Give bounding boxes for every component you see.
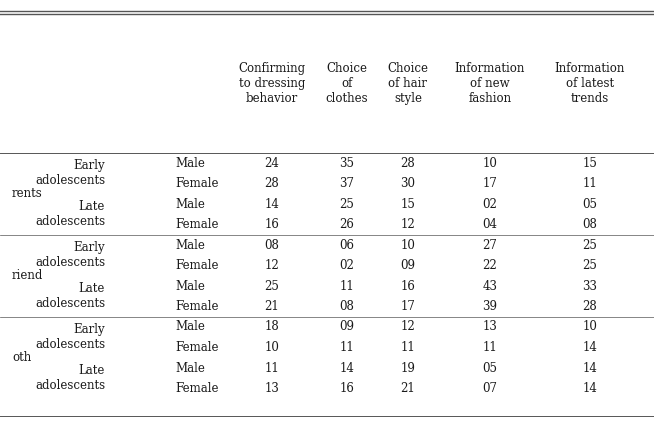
- Text: Information
of new
fashion: Information of new fashion: [455, 62, 525, 105]
- Text: 24: 24: [265, 157, 279, 169]
- Text: 11: 11: [401, 341, 415, 354]
- Text: 10: 10: [583, 321, 598, 333]
- Text: 02: 02: [339, 259, 354, 272]
- Text: 25: 25: [265, 279, 279, 292]
- Text: 17: 17: [400, 300, 415, 313]
- Text: Late
adolescents: Late adolescents: [35, 200, 105, 228]
- Text: 11: 11: [339, 341, 354, 354]
- Text: Choice
of
clothes: Choice of clothes: [326, 62, 368, 105]
- Text: Female: Female: [175, 300, 218, 313]
- Text: 11: 11: [339, 279, 354, 292]
- Text: 07: 07: [483, 382, 498, 395]
- Text: 04: 04: [483, 218, 498, 231]
- Text: 26: 26: [339, 218, 354, 231]
- Text: 08: 08: [265, 238, 279, 252]
- Text: 11: 11: [265, 362, 279, 374]
- Text: 28: 28: [401, 157, 415, 169]
- Text: Early
adolescents: Early adolescents: [35, 323, 105, 351]
- Text: 15: 15: [400, 197, 415, 211]
- Text: 16: 16: [400, 279, 415, 292]
- Text: Early
adolescents: Early adolescents: [35, 241, 105, 269]
- Text: 13: 13: [265, 382, 279, 395]
- Text: 12: 12: [265, 259, 279, 272]
- Text: 05: 05: [583, 197, 598, 211]
- Text: Male: Male: [175, 157, 205, 169]
- Text: Late
adolescents: Late adolescents: [35, 282, 105, 310]
- Text: 35: 35: [339, 157, 354, 169]
- Text: 11: 11: [583, 177, 597, 190]
- Text: Information
of latest
trends: Information of latest trends: [555, 62, 625, 105]
- Text: 33: 33: [583, 279, 598, 292]
- Text: 10: 10: [265, 341, 279, 354]
- Text: 10: 10: [483, 157, 498, 169]
- Text: 06: 06: [339, 238, 354, 252]
- Text: 22: 22: [483, 259, 498, 272]
- Text: 16: 16: [265, 218, 279, 231]
- Text: Male: Male: [175, 279, 205, 292]
- Text: 14: 14: [265, 197, 279, 211]
- Text: 28: 28: [265, 177, 279, 190]
- Text: 18: 18: [265, 321, 279, 333]
- Text: 14: 14: [583, 362, 598, 374]
- Text: Female: Female: [175, 382, 218, 395]
- Text: 02: 02: [483, 197, 498, 211]
- Text: Male: Male: [175, 362, 205, 374]
- Text: Choice
of hair
style: Choice of hair style: [388, 62, 428, 105]
- Text: 16: 16: [339, 382, 354, 395]
- Text: 13: 13: [483, 321, 498, 333]
- Text: Female: Female: [175, 177, 218, 190]
- Text: 09: 09: [339, 321, 354, 333]
- Text: 05: 05: [483, 362, 498, 374]
- Text: 15: 15: [583, 157, 598, 169]
- Text: 25: 25: [339, 197, 354, 211]
- Text: rents: rents: [12, 187, 43, 200]
- Text: 14: 14: [339, 362, 354, 374]
- Text: 27: 27: [483, 238, 498, 252]
- Text: 12: 12: [401, 321, 415, 333]
- Text: Female: Female: [175, 218, 218, 231]
- Text: 14: 14: [583, 341, 598, 354]
- Text: 21: 21: [401, 382, 415, 395]
- Text: 11: 11: [483, 341, 498, 354]
- Text: Female: Female: [175, 341, 218, 354]
- Text: Male: Male: [175, 238, 205, 252]
- Text: 19: 19: [400, 362, 415, 374]
- Text: Male: Male: [175, 321, 205, 333]
- Text: Late
adolescents: Late adolescents: [35, 364, 105, 392]
- Text: 28: 28: [583, 300, 597, 313]
- Text: 39: 39: [483, 300, 498, 313]
- Text: 37: 37: [339, 177, 354, 190]
- Text: 30: 30: [400, 177, 415, 190]
- Text: 08: 08: [583, 218, 598, 231]
- Text: Confirming
to dressing
behavior: Confirming to dressing behavior: [239, 62, 305, 105]
- Text: 09: 09: [400, 259, 415, 272]
- Text: riend: riend: [12, 269, 43, 282]
- Text: Early
adolescents: Early adolescents: [35, 159, 105, 187]
- Text: 43: 43: [483, 279, 498, 292]
- Text: 21: 21: [265, 300, 279, 313]
- Text: Male: Male: [175, 197, 205, 211]
- Text: 17: 17: [483, 177, 498, 190]
- Text: 25: 25: [583, 238, 598, 252]
- Text: 25: 25: [583, 259, 598, 272]
- Text: oth: oth: [12, 351, 31, 364]
- Text: 08: 08: [339, 300, 354, 313]
- Text: 10: 10: [400, 238, 415, 252]
- Text: 12: 12: [401, 218, 415, 231]
- Text: Female: Female: [175, 259, 218, 272]
- Text: 14: 14: [583, 382, 598, 395]
